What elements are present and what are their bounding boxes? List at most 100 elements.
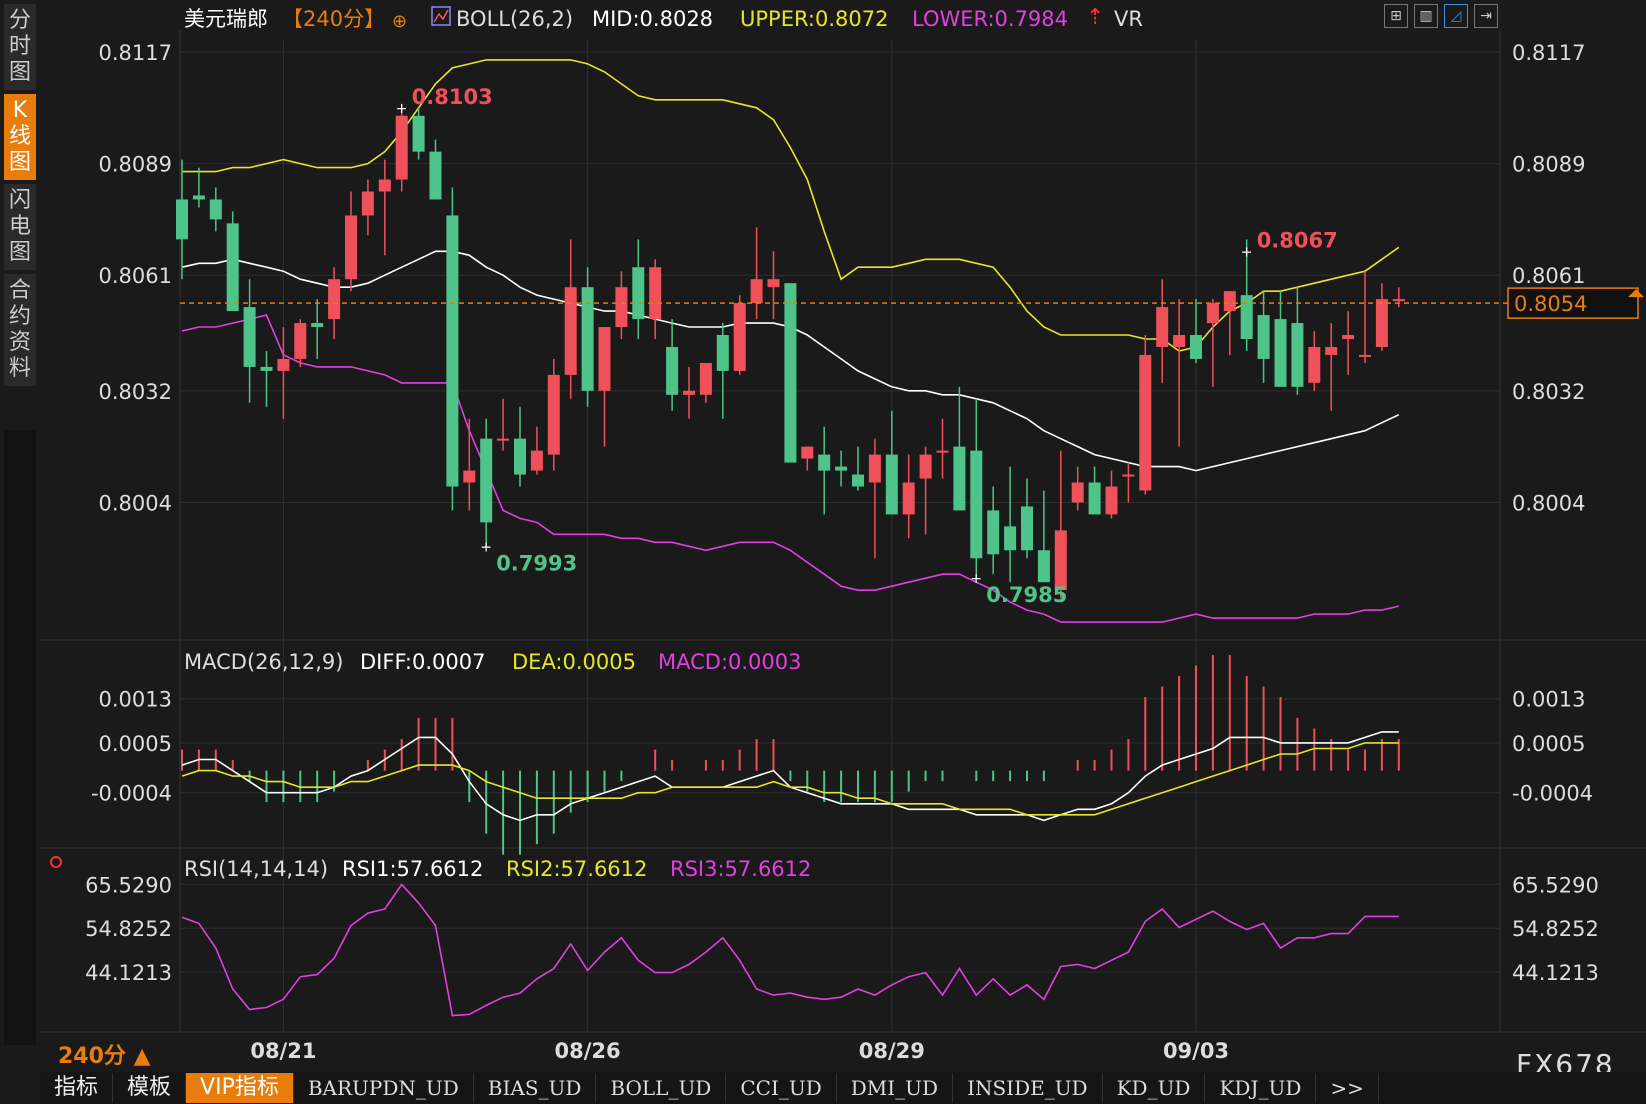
candle-body [1037,550,1050,583]
tab-kline[interactable]: K线图 [4,94,36,180]
tab-bias[interactable]: BIAS_UD [474,1073,597,1103]
tab-contract-info[interactable]: 合约资料 [4,274,36,386]
candle-body [1021,506,1033,551]
price-tick-left: 0.8089 [99,153,172,177]
rsi-label: RSI(14,14,14) [184,857,328,881]
price-annotations: +0.8103+0.7993+0.7985+ 0.8067 [396,85,1338,607]
macd-panel [181,655,1400,855]
macd-tick-right: 0.0013 [1512,688,1585,712]
rsi-tick-right: 44.1213 [1512,961,1599,985]
candle-body [1088,482,1101,515]
tab-indicators[interactable]: 指标 [40,1073,114,1103]
marker-cross: + [1241,244,1253,260]
tab-more[interactable]: >> [1316,1073,1379,1103]
vr-label[interactable]: VR [1114,7,1143,31]
crosshair-icon[interactable]: ⊕ [392,11,407,32]
candle-body [176,199,188,240]
current-price-box [1507,287,1639,319]
candle-body [666,346,679,395]
candle-body [514,438,526,475]
candle-body [1223,291,1236,312]
candle-body [1342,335,1355,339]
candle-body [632,267,645,320]
tab-barupdn[interactable]: BARUPDN_UD [294,1073,474,1103]
candle-body [446,215,459,487]
tab-boll[interactable]: BOLL_UD [596,1073,727,1103]
candle-body [1139,354,1152,491]
tab-templates[interactable]: 模板 [113,1073,187,1103]
candle-body [615,287,628,328]
rsi-tick-right: 54.8252 [1512,917,1599,941]
indicator-icon-line [433,9,449,23]
boll-lower-value: LOWER:0.7984 [912,7,1068,31]
candle-body [902,482,915,515]
period-selector[interactable]: 240分 ▲ [58,1044,151,1069]
candle-body [649,267,662,320]
price-marker-icon [1628,289,1644,298]
boll-mid-value: MID:0.8028 [592,7,713,31]
x-tick-label: 08/21 [250,1039,316,1063]
tab-inside[interactable]: INSIDE_UD [953,1073,1103,1103]
candle-body [1173,335,1186,347]
macd-tick-right: 0.0005 [1512,732,1585,756]
candle-body [1105,486,1118,515]
marker-cross: + [396,101,408,117]
boll-lower-line [181,314,1399,623]
x-tick-label: 09/03 [1163,1039,1229,1063]
candle-body [784,283,797,463]
candle-body [328,279,341,320]
arrow-up-icon[interactable]: ⇡ [1086,5,1104,30]
candle-body [547,374,560,455]
tab-dmi[interactable]: DMI_UD [837,1073,954,1103]
period-label[interactable]: 【240分】 [282,7,385,31]
candle-body [209,199,222,220]
current-price-line: 0.8054 [180,287,1644,319]
tab-time-sharing[interactable]: 分时图 [4,4,36,90]
tab-cci[interactable]: CCI_UD [726,1073,837,1103]
price-tick-right: 0.8061 [1512,264,1585,288]
indicator-icon[interactable] [431,6,451,26]
macd-dea-line [181,742,1399,816]
line-tool-icon[interactable]: ◿ [1444,4,1468,28]
x-tick-label: 08/29 [859,1039,925,1063]
settings-icon[interactable] [50,856,62,868]
candle-body [970,450,983,559]
tab-flash-chart[interactable]: 闪电图 [4,184,36,270]
candle-body [818,454,831,471]
exit-icon[interactable]: ⇥ [1474,4,1498,28]
tab-kd[interactable]: KD_UD [1103,1073,1206,1103]
grid-layout-icon[interactable]: ⊞ [1384,4,1408,28]
tab-vip-indicators[interactable]: VIP指标 [186,1073,294,1103]
candle-body [429,151,442,200]
rsi-panel [181,883,1399,1017]
rsi-tick-left: 54.8252 [85,917,172,941]
chart-type-icon[interactable]: ▥ [1414,4,1438,28]
candle-body [530,450,543,471]
current-price-label: 0.8054 [1514,292,1587,316]
boll-label: BOLL(26,2) [456,7,573,31]
rsi-line [181,883,1399,1017]
candle-body [750,279,763,304]
candle-body [1206,303,1219,324]
candle-body [767,279,780,288]
candle-body [480,438,493,523]
marker-cross: + [480,539,492,555]
candles[interactable] [176,103,1405,599]
candle-body [378,179,391,192]
side-panel-background [4,430,36,1045]
candle-body [801,446,814,459]
candle-body [936,450,949,453]
candle-body [277,358,290,371]
candle-body [1375,299,1388,347]
candle-body [361,191,374,216]
price-tick-left: 0.8004 [99,491,172,515]
chart-canvas[interactable]: 0.8054 +0.8103+0.7993+0.7985+ 0.8067 08/2… [0,0,1646,1070]
tab-kdj[interactable]: KDJ_UD [1205,1073,1317,1103]
rsi-tick-left: 44.1213 [85,961,172,985]
candle-body [192,195,205,200]
x-tick-label: 08/26 [555,1039,621,1063]
candle-body [260,366,273,371]
price-tick-left: 0.8061 [99,264,172,288]
candle-body [852,474,864,487]
boll-upper-value: UPPER:0.8072 [740,7,888,31]
